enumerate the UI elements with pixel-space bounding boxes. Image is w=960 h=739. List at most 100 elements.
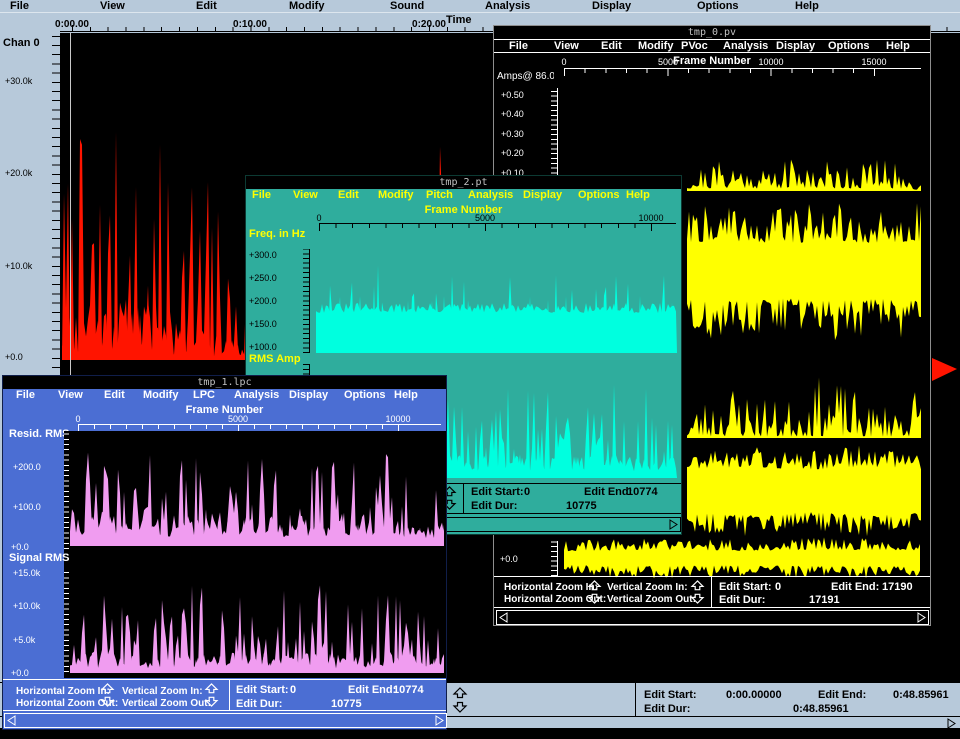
window-tmp-1-lpc: tmp_1.lpc File View Edit Modify LPC Analysis D… (2, 375, 447, 730)
edit-dur-value: 0:48.85961 (793, 703, 849, 715)
x-tick-label: 10000 (758, 57, 784, 67)
y-axis-ruler (551, 88, 557, 183)
menu-item-modify[interactable]: Modify (378, 189, 414, 201)
window-title-bar[interactable]: tmp_2.pt (246, 176, 681, 189)
edit-cursor[interactable] (70, 33, 71, 375)
y-tick-label: +100.0 (13, 502, 41, 512)
freq-plot-label: Freq. in Hz (249, 228, 306, 240)
panel-divider (229, 679, 230, 710)
edit-start-label: Edit Start: (644, 689, 697, 701)
edit-end-label: Edit End: (348, 684, 397, 696)
menu-item-modify[interactable]: Modify (143, 389, 179, 401)
edit-end-value: 10774 (393, 684, 424, 696)
time-tick-label: 0:00.00 (55, 19, 89, 30)
menu-item-analysis[interactable]: Analysis (485, 0, 531, 12)
vertical-zoom-in-label: Vertical Zoom In: (607, 582, 688, 593)
signal-plot-label: Signal RMS (9, 552, 70, 564)
menu-item-edit[interactable]: Edit (196, 0, 217, 12)
menu-item-help[interactable]: Help (626, 189, 650, 201)
menu-item-view[interactable]: View (100, 0, 125, 12)
menu-item-pitch[interactable]: Pitch (426, 189, 453, 201)
menu-item-help[interactable]: Help (394, 389, 418, 401)
lpc-horizontal-scrollbar[interactable] (4, 713, 447, 728)
window-title-bar[interactable]: tmp_0.pv (494, 26, 930, 39)
edit-start-label: Edit Start: (471, 486, 524, 498)
y-tick-label: +0.0 (11, 542, 29, 552)
y-tick-label: +0.30 (501, 129, 524, 139)
amplitude-axis-label: Amps@ 86.0 hz (497, 71, 554, 82)
horizontal-zoom-in-label: Horizontal Zoom In: (504, 582, 598, 593)
y-tick-label: +200.0 (13, 462, 41, 472)
menu-item-file[interactable]: File (10, 0, 29, 12)
vertical-zoom-icon[interactable] (204, 683, 219, 707)
horizontal-zoom-in-label: Horizontal Zoom In: (16, 686, 110, 697)
time-tick-label: 0:10.00 (233, 19, 267, 30)
menu-item-modify[interactable]: Modify (289, 0, 325, 12)
scroll-right-arrow-icon[interactable] (947, 718, 956, 729)
menu-item-file[interactable]: File (16, 389, 35, 401)
menu-item-display[interactable]: Display (776, 40, 816, 52)
x-tick-label: 0 (561, 57, 567, 67)
menu-item-options[interactable]: Options (697, 0, 739, 12)
vertical-zoom-icon[interactable] (452, 687, 468, 713)
menu-item-edit[interactable]: Edit (104, 389, 125, 401)
y-tick-label: +0.10 (501, 168, 524, 178)
menu-item-options[interactable]: Options (828, 40, 870, 52)
menu-item-display[interactable]: Display (289, 389, 329, 401)
pv-horizontal-scrollbar[interactable] (496, 610, 929, 625)
residual-rms-waveform (70, 452, 444, 546)
y-axis-ruler-bottom (551, 541, 557, 576)
menu-item-view[interactable]: View (58, 389, 83, 401)
menu-item-pvoc[interactable]: PVoc (681, 40, 708, 52)
scroll-left-arrow-icon[interactable] (499, 612, 508, 623)
panel-bottom-line (246, 513, 681, 514)
y-tick-label: +200.0 (249, 296, 277, 306)
menu-item-file[interactable]: File (252, 189, 271, 201)
frame-axis-title: Frame Number (424, 204, 503, 216)
y-axis-line (309, 249, 310, 353)
vertical-zoom-icon[interactable] (690, 580, 705, 604)
scroll-right-arrow-icon[interactable] (917, 612, 926, 623)
menu-item-analysis[interactable]: Analysis (468, 189, 514, 201)
edit-end-label: Edit End: (818, 689, 867, 701)
horizontal-zoom-icon[interactable] (587, 580, 602, 604)
menu-item-analysis[interactable]: Analysis (234, 389, 280, 401)
menu-item-help[interactable]: Help (795, 0, 819, 12)
scroll-right-arrow-icon[interactable] (435, 715, 444, 726)
horizontal-zoom-icon[interactable] (100, 683, 115, 707)
menu-item-options[interactable]: Options (578, 189, 620, 201)
menu-item-analysis[interactable]: Analysis (723, 40, 769, 52)
menu-item-file[interactable]: File (509, 40, 528, 52)
edit-dur-value: 17191 (809, 594, 840, 606)
edit-end-label: Edit End: (831, 581, 880, 593)
window-title-bar[interactable]: tmp_1.lpc (3, 376, 446, 389)
menu-item-display[interactable]: Display (523, 189, 563, 201)
y-tick-label: +15.0k (13, 568, 41, 578)
menu-item-options[interactable]: Options (344, 389, 386, 401)
menu-item-edit[interactable]: Edit (338, 189, 359, 201)
menu-item-edit[interactable]: Edit (601, 40, 622, 52)
menu-item-view[interactable]: View (293, 189, 318, 201)
rms-plot-label: RMS Amp (249, 353, 301, 365)
frame-axis-major-ticks (78, 425, 400, 432)
scroll-right-arrow-icon[interactable] (669, 519, 678, 530)
menu-item-lpc[interactable]: LPC (193, 389, 215, 401)
amplitude-axis-ruler (52, 36, 60, 368)
vertical-zoom-out-label: Vertical Zoom Out: (122, 698, 211, 709)
x-tick-label: 5000 (474, 213, 496, 223)
y-axis-ruler (64, 433, 69, 549)
menu-item-help[interactable]: Help (886, 40, 910, 52)
menu-item-view[interactable]: View (554, 40, 579, 52)
scroll-left-arrow-icon[interactable] (7, 715, 16, 726)
y-tick-label: +150.0 (249, 319, 277, 329)
signal-rms-waveform (70, 585, 444, 673)
lpc-menu-bar: File View Edit Modify LPC Analysis Display Opti… (3, 389, 446, 403)
x-tick-label: 5000 (657, 57, 679, 67)
menu-item-modify[interactable]: Modify (638, 40, 674, 52)
y-tick-label: +10.0k (5, 261, 33, 271)
edit-start-label: Edit Start: (236, 684, 289, 696)
vertical-zoom-out-label: Vertical Zoom Out: (607, 594, 696, 605)
menu-item-display[interactable]: Display (592, 0, 632, 12)
menu-item-sound[interactable]: Sound (390, 0, 425, 12)
